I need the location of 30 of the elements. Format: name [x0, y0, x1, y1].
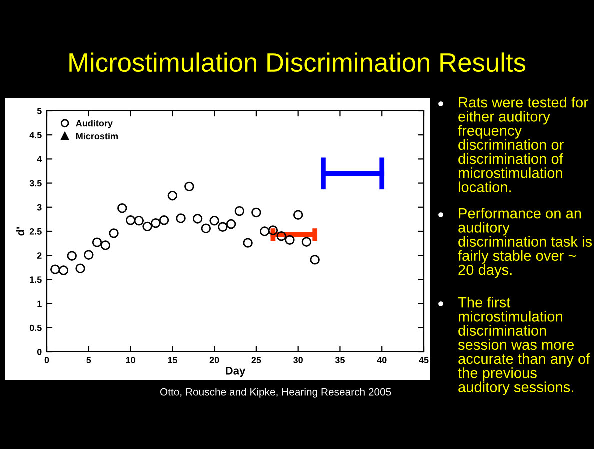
- text: Rats were tested for either auditory frequency discrimination or discrimination of microstimulation location.: [458, 97, 588, 192]
- legend-label: Microstim: [76, 132, 118, 140]
- x-tick-label: 0: [44, 357, 50, 364]
- x-tick-label: 45: [419, 357, 429, 364]
- y-tick-label: 1.5: [30, 276, 42, 284]
- text: Otto, Rousche and Kipke, Hearing Research 2005: [160, 388, 392, 398]
- x-axis-title: Day: [226, 367, 246, 378]
- x-tick-label: 5: [86, 357, 92, 364]
- legend-label: Auditory: [76, 120, 113, 128]
- chart-title: Microstimulation Discrimination Results: [70, 52, 526, 72]
- x-tick-label: 10: [126, 357, 136, 364]
- x-tick-label: 35: [335, 357, 345, 364]
- text: The first microstimulation discrimination session was more accurate than any of the previous auditory sessions.: [458, 297, 590, 396]
- y-tick-label: 3: [37, 204, 42, 211]
- x-tick-label: 30: [294, 357, 303, 364]
- x-tick-label: 40: [377, 357, 387, 364]
- y-tick-label: 4: [37, 156, 42, 162]
- y-axis-title: d': [16, 227, 25, 236]
- text: Performance on an auditory discrimination task is fairly stable over ~ 20 days.: [458, 208, 592, 278]
- y-tick-label: 0.5: [30, 324, 42, 332]
- x-tick-label: 15: [168, 357, 178, 364]
- y-tick-label: 2: [37, 252, 42, 259]
- y-tick-label: 5: [37, 108, 42, 114]
- x-tick-label: 25: [252, 357, 262, 364]
- y-tick-label: 3.5: [30, 180, 42, 187]
- y-tick-label: 2.5: [30, 228, 42, 235]
- y-tick-label: 1: [38, 300, 42, 308]
- y-tick-label: 4.5: [30, 132, 42, 138]
- y-tick-label: 0: [37, 348, 42, 356]
- x-tick-label: 20: [210, 357, 220, 364]
